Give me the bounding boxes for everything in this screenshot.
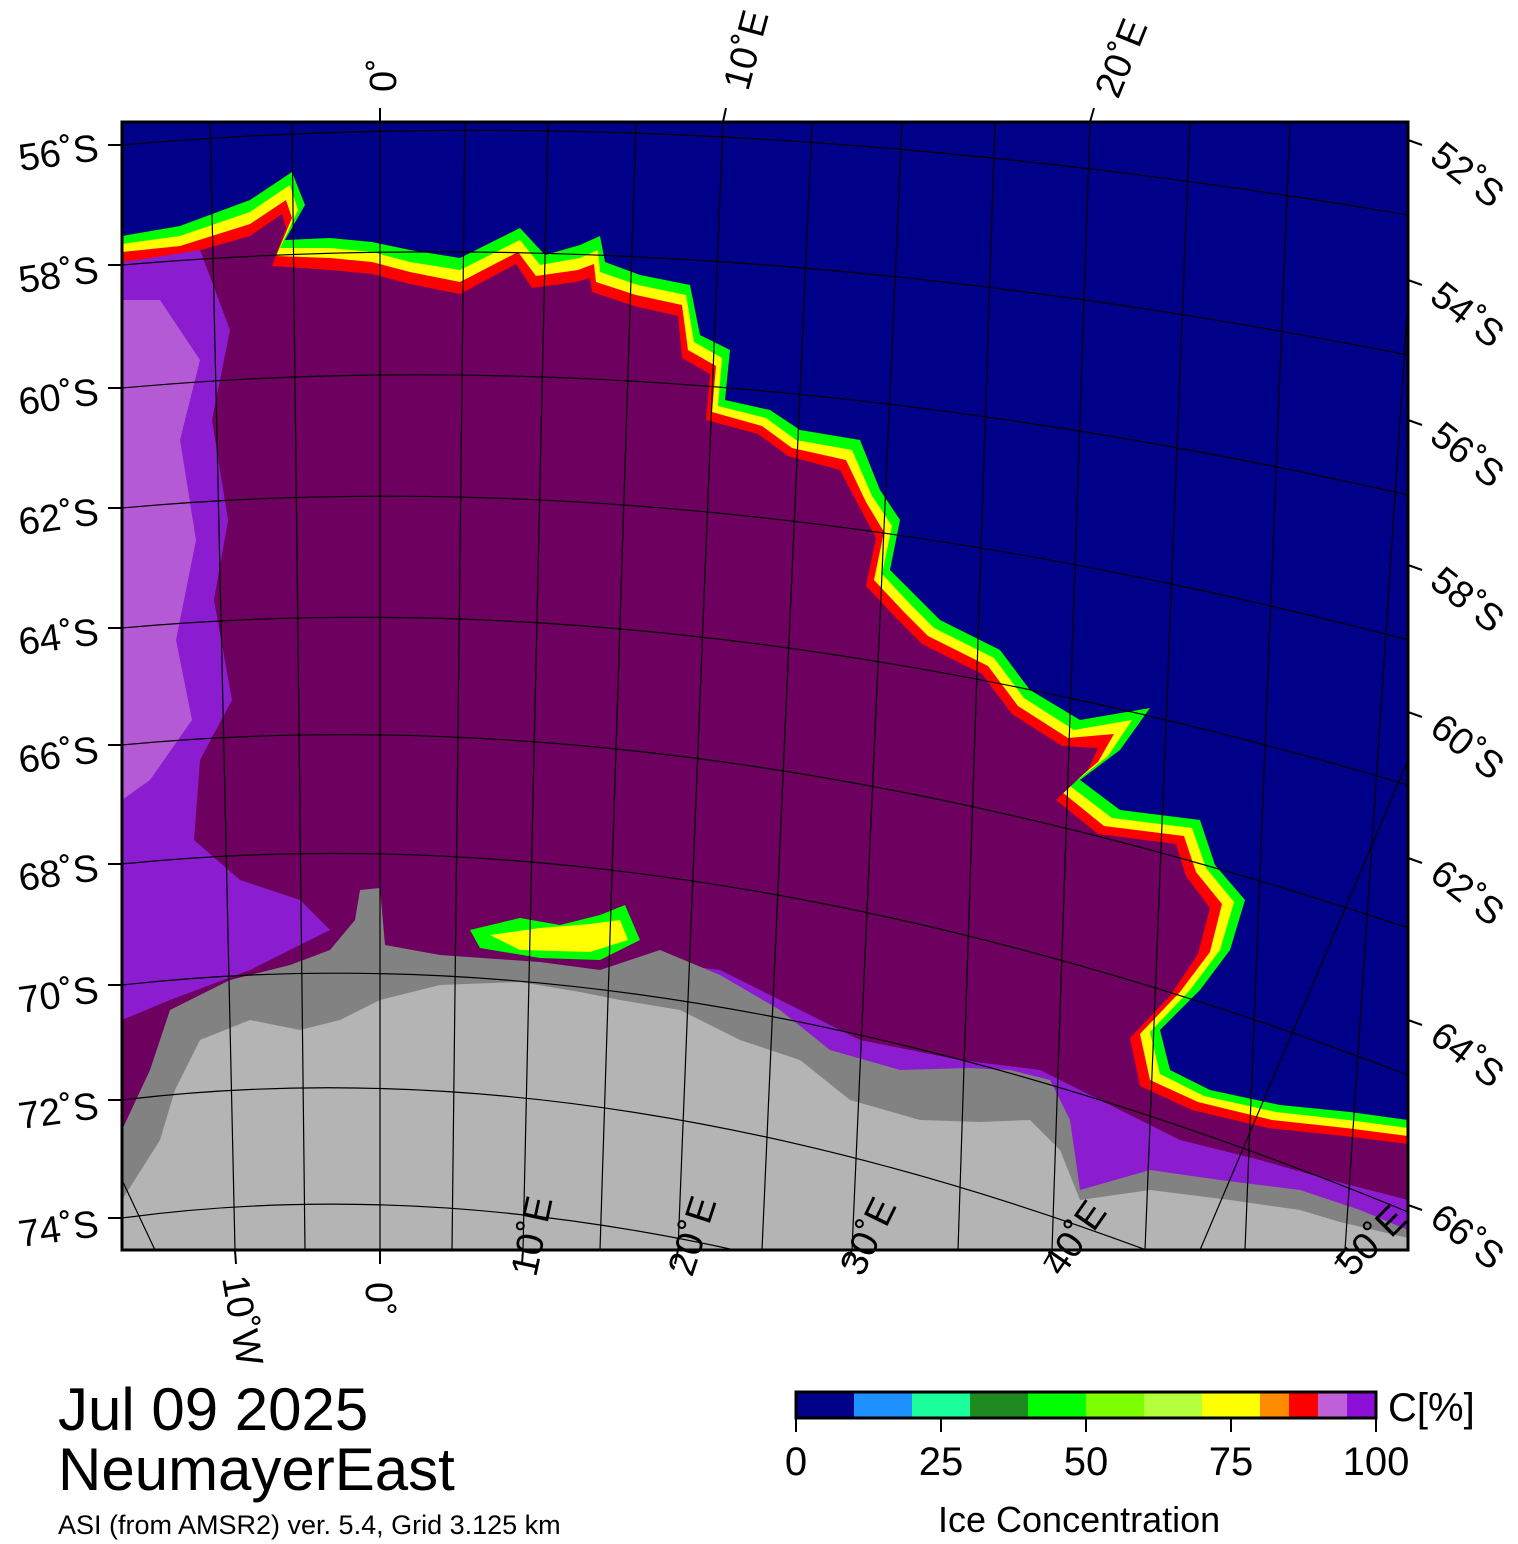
colorbar-tick-label: 0 — [784, 1440, 808, 1484]
map-date: Jul 09 2025 — [58, 1376, 369, 1443]
lat-label-right: 60˚S — [1422, 706, 1511, 789]
colorbar-bin — [1318, 1392, 1347, 1418]
lon-label-top: 0˚ — [363, 58, 405, 92]
lon-label-bottom: 10˚W — [213, 1272, 270, 1369]
colorbar-bin — [1202, 1392, 1260, 1418]
colorbar-bin — [1347, 1392, 1376, 1418]
lon-label-top: 20˚E — [1087, 13, 1156, 103]
colorbar-bin — [796, 1392, 854, 1418]
colorbar-bin — [1028, 1392, 1086, 1418]
lat-label-left: 70˚S — [16, 969, 101, 1022]
colorbar-bin — [970, 1392, 1028, 1418]
colorbar-tick-label: 100 — [1342, 1440, 1410, 1484]
lat-label-left: 56˚S — [16, 127, 101, 180]
lat-label-left: 62˚S — [16, 491, 101, 544]
lat-label-left: 64˚S — [16, 611, 101, 664]
map-frame — [120, 120, 1410, 1252]
lat-label-left: 68˚S — [16, 847, 101, 900]
lon-label-bottom: 0˚ — [357, 1282, 399, 1316]
lat-label-left: 60˚S — [16, 371, 101, 424]
colorbar — [794, 1390, 1378, 1432]
lat-label-right: 58˚S — [1422, 559, 1511, 642]
data-source-note: ASI (from AMSR2) ver. 5.4, Grid 3.125 km — [58, 1510, 561, 1540]
lat-label-right: 62˚S — [1422, 852, 1511, 935]
lat-label-right: 52˚S — [1422, 134, 1511, 217]
lat-label-right: 66˚S — [1422, 1196, 1511, 1279]
colorbar-tick-label: 25 — [918, 1440, 964, 1484]
parallel-labels-left: 56˚S 58˚S 60˚S 62˚S 64˚S 66˚S 68˚S 70˚S … — [16, 127, 101, 1256]
lat-label-left: 58˚S — [16, 249, 101, 302]
colorbar-unit-label: C[%] — [1388, 1386, 1475, 1430]
region-name: NeumayerEast — [58, 1436, 455, 1503]
colorbar-bin — [1086, 1392, 1144, 1418]
antarctic-land — [122, 982, 1408, 1250]
colorbar-bin — [912, 1392, 970, 1418]
ice-pale-purple-west — [122, 300, 200, 800]
colorbar-bin — [854, 1392, 912, 1418]
lat-label-left: 66˚S — [16, 729, 101, 782]
colorbar-tick-label: 50 — [1063, 1440, 1109, 1484]
lat-label-right: 56˚S — [1422, 414, 1511, 497]
parallel-labels-right: 52˚S 54˚S 56˚S 58˚S 60˚S 62˚S 64˚S 66˚S — [1422, 134, 1511, 1279]
colorbar-bin — [1289, 1392, 1318, 1418]
meridian-labels-top: 0˚ 10˚E 20˚E — [363, 6, 1156, 103]
colorbar-tick-label: 75 — [1208, 1440, 1254, 1484]
lat-label-left: 74˚S — [16, 1203, 101, 1256]
lat-label-right: 54˚S — [1422, 274, 1511, 357]
colorbar-bin — [1260, 1392, 1289, 1418]
colorbar-bin — [1144, 1392, 1202, 1418]
lat-label-right: 64˚S — [1422, 1014, 1511, 1097]
graticule-meridians — [122, 122, 1408, 1250]
lon-label-top: 10˚E — [716, 6, 777, 94]
colorbar-title: Ice Concentration — [938, 1499, 1221, 1540]
coastal-polynya-core — [490, 920, 628, 952]
lat-label-left: 72˚S — [16, 1085, 101, 1138]
